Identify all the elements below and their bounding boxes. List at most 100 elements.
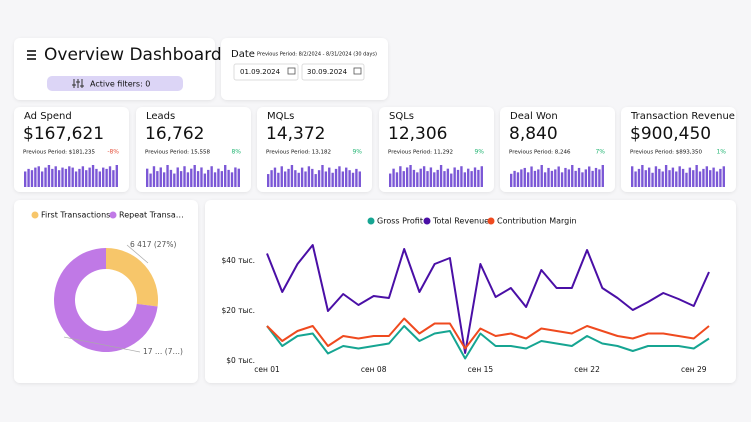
sparkline-bar [637, 168, 641, 187]
sparkline-bar [470, 171, 473, 187]
sparkline-bar [203, 173, 207, 187]
sparkline-bar [102, 167, 105, 187]
sparkline-bar [95, 168, 98, 187]
sparkline-bar [419, 168, 422, 187]
sparkline-bar [351, 172, 355, 187]
sparkline-bar [334, 168, 338, 187]
kpi-title: Deal Won [510, 111, 558, 122]
filters-button[interactable] [47, 76, 183, 91]
sparkline-bar [574, 170, 577, 187]
sparkline-bar [446, 168, 450, 187]
sparkline-bar [692, 170, 695, 187]
sparkline-bar [450, 173, 453, 187]
end-date-input[interactable] [301, 63, 365, 81]
sparkline-bar [722, 166, 725, 187]
legend-label: First Transactions [41, 211, 110, 220]
slice-label: 6 417 (27%) [130, 240, 176, 249]
sparkline-bar [601, 165, 604, 187]
sparkline-bar [200, 167, 203, 187]
sparkline-bar [115, 165, 118, 187]
sparkline-bar [156, 171, 159, 187]
sparkline-bar [341, 171, 345, 187]
sparkline-bar [436, 169, 439, 187]
sparkline-bar [416, 172, 419, 187]
sparkline-bar [453, 167, 456, 187]
sparkline-bar [234, 167, 237, 187]
menu-icon[interactable] [27, 50, 36, 60]
sparkline-bar [213, 172, 217, 187]
sparkline-bar [547, 167, 550, 187]
sparkline-bar [193, 165, 196, 187]
kpi-card [136, 107, 251, 192]
sparkline-bar [331, 172, 334, 187]
sparkline-bar [571, 165, 574, 187]
calendar-icon[interactable] [287, 67, 296, 75]
sparkline-bar [85, 170, 88, 187]
date-label: Date [231, 49, 255, 60]
x-tick-label: сен 22 [574, 365, 600, 374]
sparkline-bar [526, 172, 530, 187]
sparkline-bar [675, 171, 678, 187]
start-date-input[interactable] [233, 63, 299, 81]
line-card [205, 200, 736, 383]
sparkline-bar [51, 168, 54, 187]
x-tick-label: сен 08 [361, 365, 387, 374]
sparkline-bar [530, 166, 533, 187]
sparkline-bar [594, 167, 598, 187]
sparkline-bar [81, 166, 85, 187]
previous-period: Previous Period: 8/2/2024 - 8/31/2024 (3… [257, 52, 377, 58]
legend-label: Gross Profit [377, 217, 423, 226]
kpi-title: SQLs [389, 111, 414, 122]
sparkline-bar [598, 169, 601, 187]
start-date: 01.09.2024 [240, 68, 281, 76]
sparkline-bar [584, 169, 588, 187]
kpi-value: 12,306 [388, 124, 447, 144]
sparkline-bar [671, 167, 675, 187]
sparkline-bar [321, 165, 324, 187]
sparkline-bar [709, 170, 712, 187]
sparkline-bar [560, 172, 564, 187]
sparkline-bar [44, 167, 47, 187]
sparkline-bar [290, 165, 294, 187]
sparkline-bar [54, 166, 57, 187]
sparkline-bar [47, 165, 51, 187]
sparkline-bar [277, 172, 280, 187]
calendar-icon[interactable] [353, 67, 362, 75]
kpi-title: Ad Spend [24, 111, 72, 122]
sparkline-bar [715, 171, 719, 187]
sparkline-bar [681, 168, 685, 187]
legend-dot [487, 217, 495, 225]
sparkline-bar [668, 170, 671, 187]
sparkline-bar [654, 166, 658, 187]
sparkline-bar [651, 172, 654, 187]
sparkline-bar [480, 166, 483, 187]
sparkline-bar [426, 171, 429, 187]
kpi-previous: Previous Period: $893,350 [630, 150, 702, 156]
sparkline-bar [467, 168, 470, 187]
sparkline-bar [644, 170, 647, 187]
kpi-previous: Previous Period: 15,558 [145, 150, 210, 156]
title: Overview Dashboard [44, 45, 222, 65]
kpi-delta: 8% [231, 149, 241, 156]
sparkline-bar [540, 165, 543, 187]
sparkline-bar [149, 173, 152, 187]
sparkline-bar [591, 170, 594, 187]
sparkline-bar [402, 171, 405, 187]
sparkline-bar [307, 166, 311, 187]
sparkline-bar [37, 166, 40, 187]
sparkline-bar [311, 168, 314, 187]
sparkline-bar [543, 172, 547, 187]
sparkline-bar [564, 167, 567, 187]
sparkline-bar [348, 170, 351, 187]
leader-line [63, 336, 141, 353]
kpi-value: 14,372 [266, 124, 325, 144]
kpi-previous: Previous Period: 8,246 [509, 150, 571, 156]
sparkline-bar [300, 167, 304, 187]
sparkline-bar [473, 167, 477, 187]
sparkline-bar [146, 168, 149, 187]
sparkline-bar [395, 172, 399, 187]
sparkline-bar [30, 170, 34, 187]
donut-slice [106, 248, 158, 307]
sparkline-bar [328, 167, 331, 187]
y-tick-label: $20 тыс. [222, 306, 256, 315]
